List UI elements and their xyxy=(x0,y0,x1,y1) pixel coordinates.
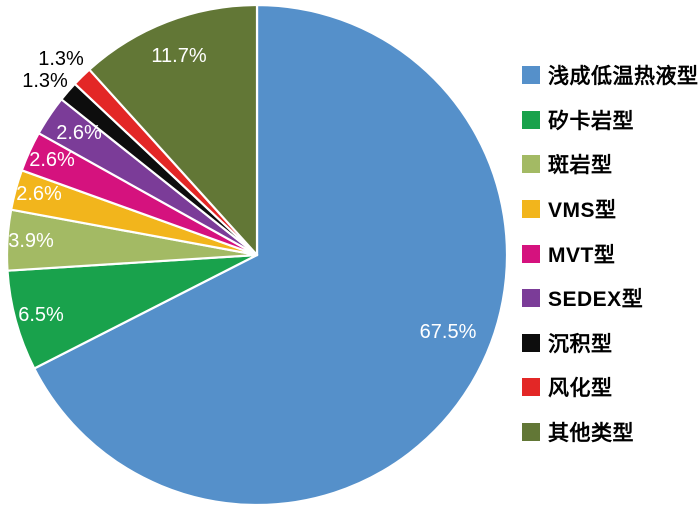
legend-label: 沉积型 xyxy=(548,332,613,356)
legend-label: 矽卡岩型 xyxy=(548,109,634,133)
slice-percent-label-8: 1.3% xyxy=(38,48,84,70)
legend-label: 斑岩型 xyxy=(548,154,613,178)
slice-percent-label-9: 11.7% xyxy=(151,45,206,67)
legend-item-3: 斑岩型 xyxy=(522,142,699,187)
legend-item-7: 沉积型 xyxy=(522,321,699,366)
legend-label: 风化型 xyxy=(548,377,613,401)
legend-label: 浅成低温热液型 xyxy=(548,65,699,89)
pie-slice-9 xyxy=(88,3,259,257)
legend-item-6: SEDEX型 xyxy=(522,276,699,321)
pie-slice-1 xyxy=(33,3,509,507)
legend-label: 其他类型 xyxy=(548,422,634,446)
legend-swatch-icon xyxy=(522,423,540,442)
legend-item-4: VMS型 xyxy=(522,187,699,232)
legend-label: VMS型 xyxy=(548,199,617,223)
legend-item-2: 矽卡岩型 xyxy=(522,98,699,143)
legend-swatch-icon xyxy=(522,333,540,352)
slice-percent-label-2: 6.5% xyxy=(18,304,64,326)
legend-swatch-icon xyxy=(522,110,540,129)
slice-percent-label-7: 1.3% xyxy=(22,70,68,92)
slice-percent-label-6: 2.6% xyxy=(56,122,102,144)
legend-label: SEDEX型 xyxy=(548,288,644,312)
slice-percent-label-5: 2.6% xyxy=(29,149,75,171)
legend-item-9: 其他类型 xyxy=(522,410,699,455)
slice-percent-label-3: 3.9% xyxy=(8,230,54,252)
slice-percent-label-4: 2.6% xyxy=(16,183,62,205)
legend-label: MVT型 xyxy=(548,243,616,267)
chart-legend: 浅成低温热液型 矽卡岩型斑岩型 VMS型 MVT型 SEDEX型 沉积型风化型其他类型 xyxy=(522,53,699,454)
legend-swatch-icon xyxy=(522,66,540,85)
legend-item-8: 风化型 xyxy=(522,365,699,410)
legend-swatch-icon xyxy=(522,244,540,263)
legend-swatch-icon xyxy=(522,289,540,308)
slice-percent-label-1: 67.5% xyxy=(420,321,477,343)
legend-item-5: MVT型 xyxy=(522,231,699,276)
legend-swatch-icon xyxy=(522,155,540,174)
legend-item-1: 浅成低温热液型 xyxy=(522,53,699,98)
legend-swatch-icon xyxy=(522,200,540,219)
legend-swatch-icon xyxy=(522,378,540,397)
